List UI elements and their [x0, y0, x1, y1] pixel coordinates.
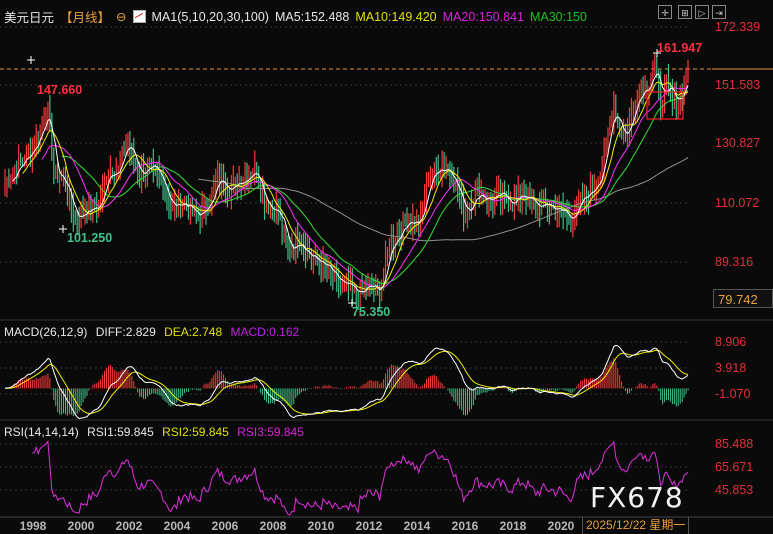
step-icon[interactable]: ⇥ [712, 5, 726, 19]
highlight-box [646, 91, 684, 120]
time-axis-label: 2008 [259, 519, 287, 533]
play-icon[interactable]: ▷ [695, 5, 709, 19]
circle-minus-icon[interactable]: ⊖ [116, 10, 127, 24]
macd-diff: DIFF:2.829 [95, 325, 156, 339]
time-axis-label: 2014 [403, 519, 431, 533]
macd-dea: DEA:2.748 [164, 325, 223, 339]
low1-annotation: 101.250 [67, 231, 113, 245]
rsi-legend: RSI(14,14,14) RSI1:59.845 RSI2:59.845 RS… [4, 425, 309, 439]
time-axis-label: 2018 [499, 519, 527, 533]
rsi-line [32, 440, 689, 516]
macd-value: MACD:0.162 [230, 325, 300, 339]
ma-chart-icon[interactable] [132, 10, 146, 23]
macd-axis-label: 3.918 [715, 361, 747, 375]
ma5-line [12, 73, 689, 293]
ma30-value: MA30:150 [529, 9, 587, 24]
crosshair-icon[interactable]: ✛ [658, 5, 672, 19]
time-axis-label: 2004 [163, 519, 191, 533]
ma20-line [41, 86, 689, 289]
time-axis-label: 2000 [67, 519, 95, 533]
ma100-line [198, 156, 689, 242]
price-axis-label: 172.339 [715, 20, 761, 34]
rsi3-value: RSI3:59.845 [237, 425, 304, 439]
dea-line [4, 349, 689, 415]
rsi-axis-label: 65.671 [715, 460, 754, 474]
high-annotation: 161.947 [657, 41, 703, 55]
time-axis-label: 2020 [547, 519, 575, 533]
diff-line [4, 344, 689, 420]
rsi2-value: RSI2:59.845 [162, 425, 229, 439]
time-axis-label: 2016 [451, 519, 479, 533]
zoom-in-icon[interactable]: ⊞ [678, 5, 692, 19]
price-axis-label: 110.072 [715, 196, 760, 210]
price-axis-label: 151.583 [715, 78, 761, 92]
macd-axis-label: 8.906 [715, 335, 747, 349]
time-axis-label: 2010 [307, 519, 335, 533]
time-axis-label: 2006 [211, 519, 239, 533]
current-date: 2025/12/22 星期一 [582, 517, 690, 534]
ma20-value: MA20:150.841 [442, 9, 524, 24]
time-axis-label: 1998 [19, 519, 47, 533]
ma30-line [61, 90, 689, 285]
rsi-axis-label: 45.853 [715, 483, 754, 497]
time-axis-label: 2002 [115, 519, 143, 533]
ma-label: MA1(5,10,20,30,100) [151, 9, 269, 24]
cursor-value: 79.742 [713, 289, 773, 308]
watermark: FX678 [590, 481, 684, 514]
period-selector[interactable]: 【月线】 [60, 11, 111, 25]
rsi-label: RSI(14,14,14) [4, 425, 79, 439]
ma10-value: MA10:149.420 [355, 9, 437, 24]
ma10-line [22, 81, 689, 291]
price-axis-label: 130.827 [715, 136, 761, 150]
symbol-name: 美元日元 [4, 11, 55, 25]
macd-legend: MACD(26,12,9) DIFF:2.829 DEA:2.748 MACD:… [4, 325, 304, 339]
low2-annotation: 75.350 [352, 305, 391, 319]
price-axis-label: 89.316 [715, 255, 754, 269]
prior-high-annotation: 147.660 [37, 83, 83, 97]
ma5-value: MA5:152.488 [274, 9, 350, 24]
macd-label: MACD(26,12,9) [4, 325, 88, 339]
rsi1-value: RSI1:59.845 [87, 425, 154, 439]
time-axis-label: 2012 [355, 519, 383, 533]
macd-axis-label: -1.070 [715, 387, 751, 401]
chart-header: 美元日元 【月线】 ⊖ MA1(5,10,20,30,100) MA5:152.… [4, 7, 593, 26]
rsi-axis-label: 85.488 [715, 437, 754, 451]
